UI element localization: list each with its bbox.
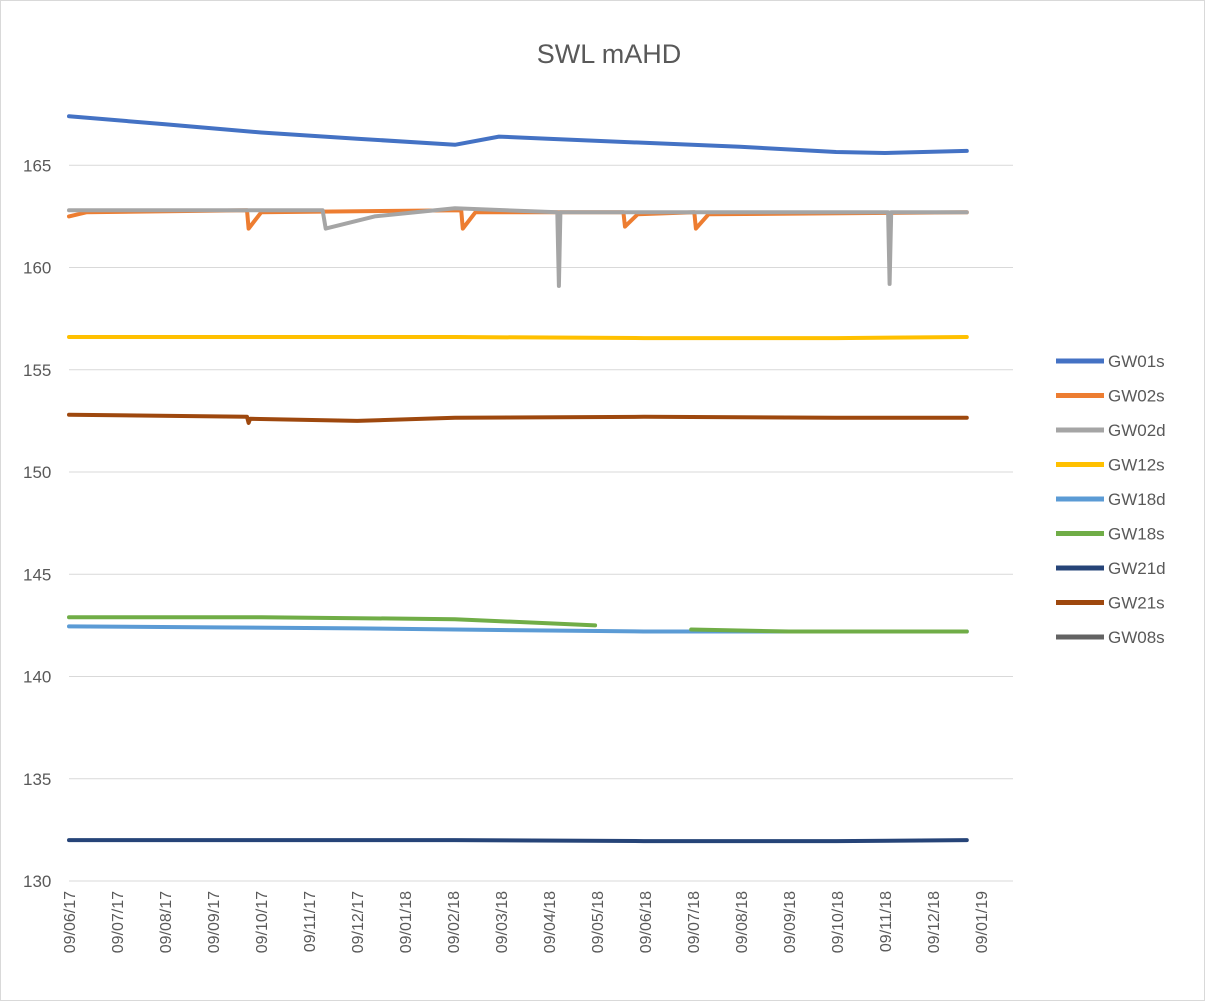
y-tick-label: 155 [23, 361, 51, 380]
x-tick-label: 09/06/18 [638, 891, 655, 953]
x-tick-label: 09/03/18 [494, 891, 511, 953]
y-tick-label: 135 [23, 770, 51, 789]
y-tick-label: 130 [23, 872, 51, 891]
x-tick-label: 09/11/18 [878, 891, 895, 952]
x-tick-label: 09/09/17 [206, 891, 223, 953]
y-tick-label: 140 [23, 668, 51, 687]
x-tick-label: 09/02/18 [446, 891, 463, 953]
y-tick-label: 165 [23, 156, 51, 175]
series-lines [67, 114, 969, 844]
x-tick-label: 09/07/18 [686, 891, 703, 953]
x-axis-ticks: 09/06/17 09/07/17 09/08/17 09/09/17 09/10/17… [62, 891, 991, 953]
series-gw02d [67, 206, 969, 288]
legend-label-gw02d: GW02d [1108, 421, 1166, 440]
chart-title: SWL mAHD [537, 39, 682, 69]
x-tick-label: 09/08/17 [158, 891, 175, 953]
y-tick-label: 145 [23, 565, 51, 584]
legend-label-gw01s: GW01s [1108, 352, 1165, 371]
series-gw18s [67, 615, 969, 634]
series-gw21s [67, 412, 969, 425]
x-tick-label: 09/06/17 [62, 891, 79, 953]
x-tick-label: 09/08/18 [734, 891, 751, 953]
series-gw02s [67, 208, 969, 231]
y-tick-label: 160 [23, 259, 51, 278]
series-gw12s [67, 335, 969, 341]
x-tick-label: 09/11/17 [302, 891, 319, 952]
x-tick-label: 09/09/18 [782, 891, 799, 953]
legend-label-gw21d: GW21d [1108, 559, 1166, 578]
legend-label-gw08s: GW08s [1108, 628, 1165, 647]
x-tick-label: 09/01/18 [398, 891, 415, 953]
series-gw21d [67, 838, 969, 844]
x-tick-label: 09/12/17 [350, 891, 367, 953]
legend-label-gw18d: GW18d [1108, 490, 1166, 509]
x-tick-label: 09/04/18 [542, 891, 559, 953]
x-tick-label: 09/07/17 [110, 891, 127, 953]
legend-label-gw02s: GW02s [1108, 387, 1165, 406]
legend-label-gw12s: GW12s [1108, 456, 1165, 475]
legend-label-gw18s: GW18s [1108, 525, 1165, 544]
y-tick-label: 150 [23, 463, 51, 482]
x-tick-label: 09/01/19 [974, 891, 991, 953]
x-tick-label: 09/10/18 [830, 891, 847, 953]
y-axis-ticks: 130 135 140 145 150 155 160 165 [23, 156, 51, 891]
x-tick-label: 09/05/18 [590, 891, 607, 953]
x-tick-label: 09/12/18 [926, 891, 943, 953]
gridlines [69, 164, 1013, 882]
x-tick-label: 09/10/17 [254, 891, 271, 953]
series-gw01s [67, 114, 969, 155]
legend: GW01s GW02s GW02d GW12s GW18d GW18s GW21d GW21s… [1056, 352, 1166, 647]
legend-label-gw21s: GW21s [1108, 594, 1165, 613]
